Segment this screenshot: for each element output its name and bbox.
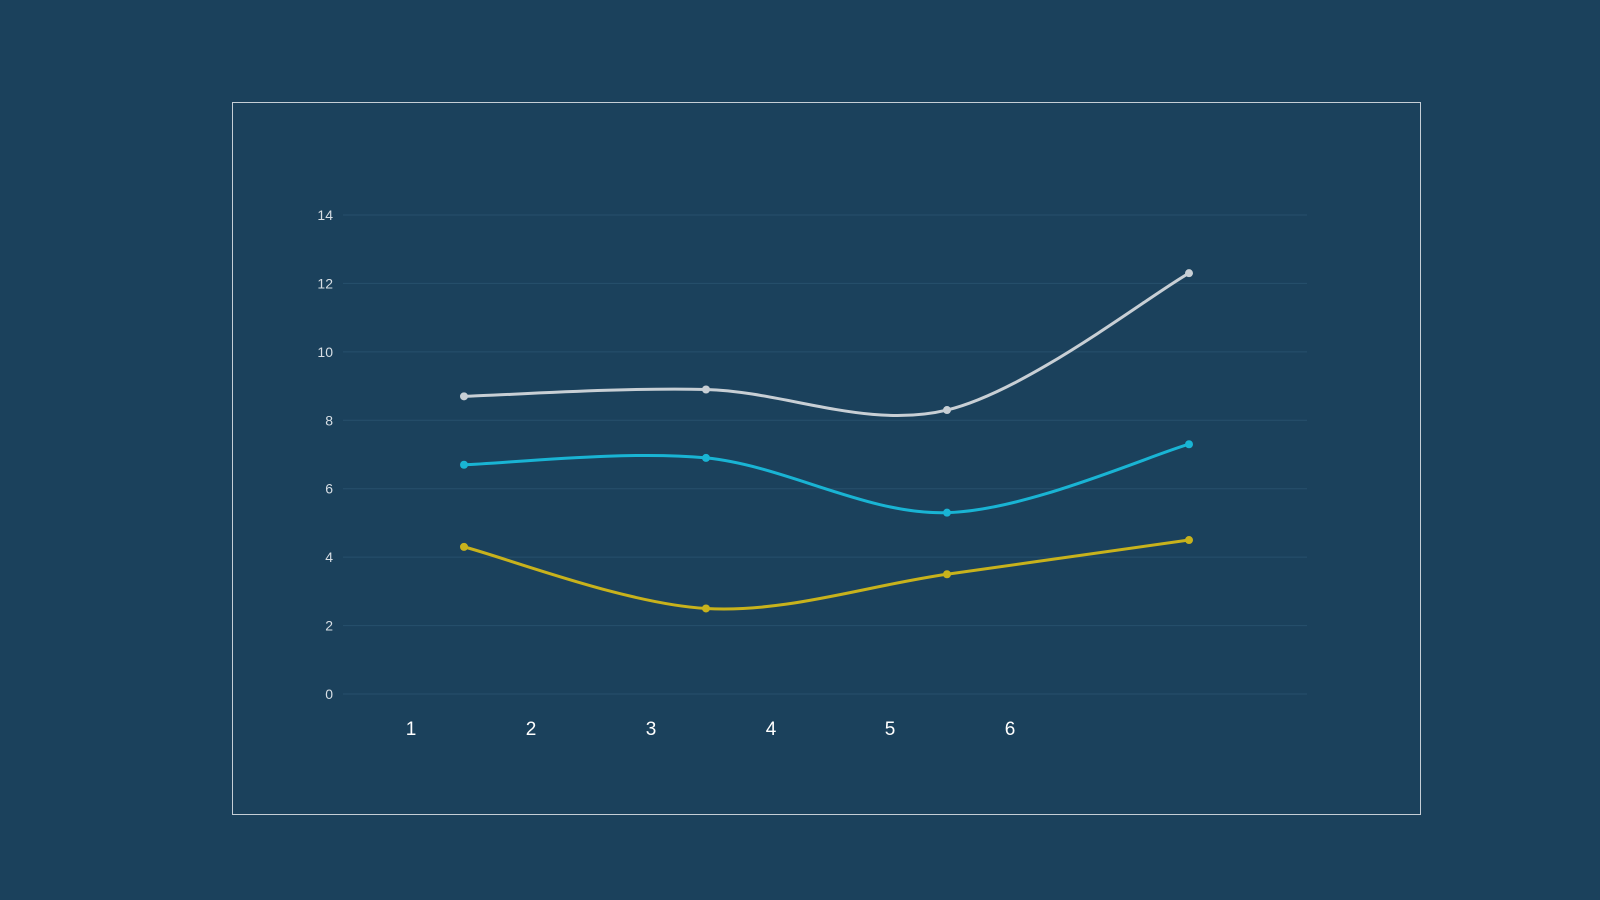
y-tick-label: 0	[325, 686, 333, 702]
series-line-1	[462, 271, 1191, 418]
series-points	[460, 269, 1193, 613]
data-point-s1-3	[943, 406, 951, 415]
y-tick-label: 10	[317, 344, 333, 360]
data-point-s2-3	[943, 508, 951, 517]
x-tick-label: 3	[646, 719, 657, 740]
y-tick-label: 8	[325, 412, 333, 428]
x-tick-label: 2	[526, 719, 537, 740]
data-point-s3-4	[1185, 536, 1193, 545]
x-tick-label: 4	[766, 719, 777, 740]
data-point-s1-1	[460, 392, 468, 401]
data-point-s1-4	[1185, 269, 1193, 278]
y-tick-label: 6	[325, 481, 333, 497]
y-tick-label: 14	[317, 207, 333, 223]
series-lines	[462, 271, 1191, 611]
data-point-s2-2	[702, 453, 710, 462]
data-point-s2-1	[460, 460, 468, 469]
data-point-s3-2	[702, 604, 710, 613]
x-tick-label: 1	[406, 719, 417, 740]
data-point-s3-3	[943, 570, 951, 579]
y-tick-label: 2	[325, 618, 333, 634]
y-axis-ticks: 0 2 4 6 8 10 12 14	[317, 207, 333, 702]
y-tick-label: 4	[325, 549, 333, 565]
data-point-s1-2	[702, 385, 710, 394]
series-line-2	[462, 442, 1191, 515]
y-tick-label: 12	[317, 275, 333, 291]
gridlines	[343, 214, 1307, 695]
x-tick-label: 5	[885, 719, 896, 740]
chart-frame	[232, 102, 1421, 815]
data-point-s3-1	[460, 542, 468, 551]
series-line-3	[462, 538, 1191, 611]
data-point-s2-4	[1185, 440, 1193, 449]
x-tick-label: 6	[1005, 719, 1016, 740]
x-axis-ticks: 1 2 3 4 5 6	[406, 719, 1016, 740]
